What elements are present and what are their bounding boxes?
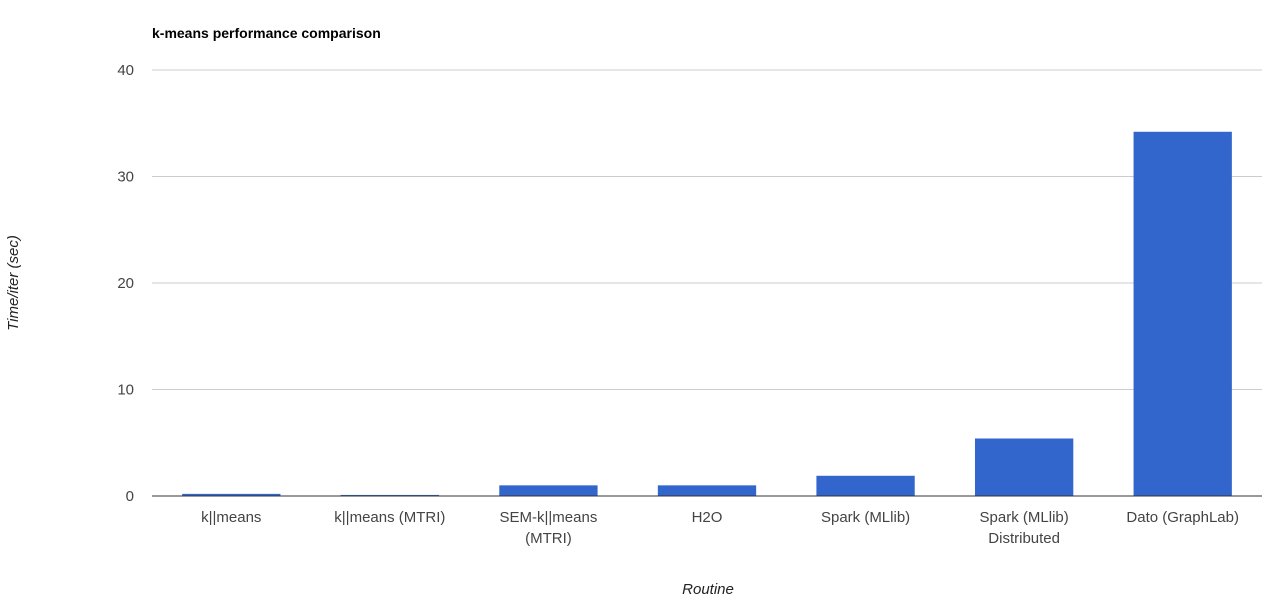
x-tick-label: H2O [692, 509, 723, 526]
bars [182, 132, 1232, 496]
y-tick-label: 30 [117, 169, 134, 186]
chart-title: k-means performance comparison [152, 25, 381, 41]
x-tick-label: Dato (GraphLab) [1126, 509, 1239, 526]
x-axis-title: Routine [682, 581, 734, 598]
y-tick-label: 40 [117, 62, 134, 79]
bar [1134, 132, 1232, 496]
y-axis-ticks: 0 10 20 30 40 [117, 62, 134, 505]
y-tick-label: 20 [117, 275, 134, 292]
bar [975, 438, 1073, 496]
x-axis-ticks: k||means k||means (MTRI) SEM-k||means (MTRI… [201, 509, 1239, 547]
gridlines [152, 70, 1262, 390]
bar [658, 485, 756, 496]
x-tick-label: SEM-k||means (MTRI) [500, 509, 598, 547]
bar [499, 485, 597, 496]
x-tick-label: k||means (MTRI) [334, 509, 445, 526]
y-axis-title: Time/iter (sec) [5, 235, 22, 331]
bar [816, 476, 914, 496]
x-tick-label: k||means [201, 509, 261, 526]
x-tick-label: Spark (MLlib) Distributed [980, 509, 1069, 547]
x-tick-label: Spark (MLlib) [821, 509, 910, 526]
y-tick-label: 0 [126, 488, 134, 505]
y-tick-label: 10 [117, 382, 134, 399]
